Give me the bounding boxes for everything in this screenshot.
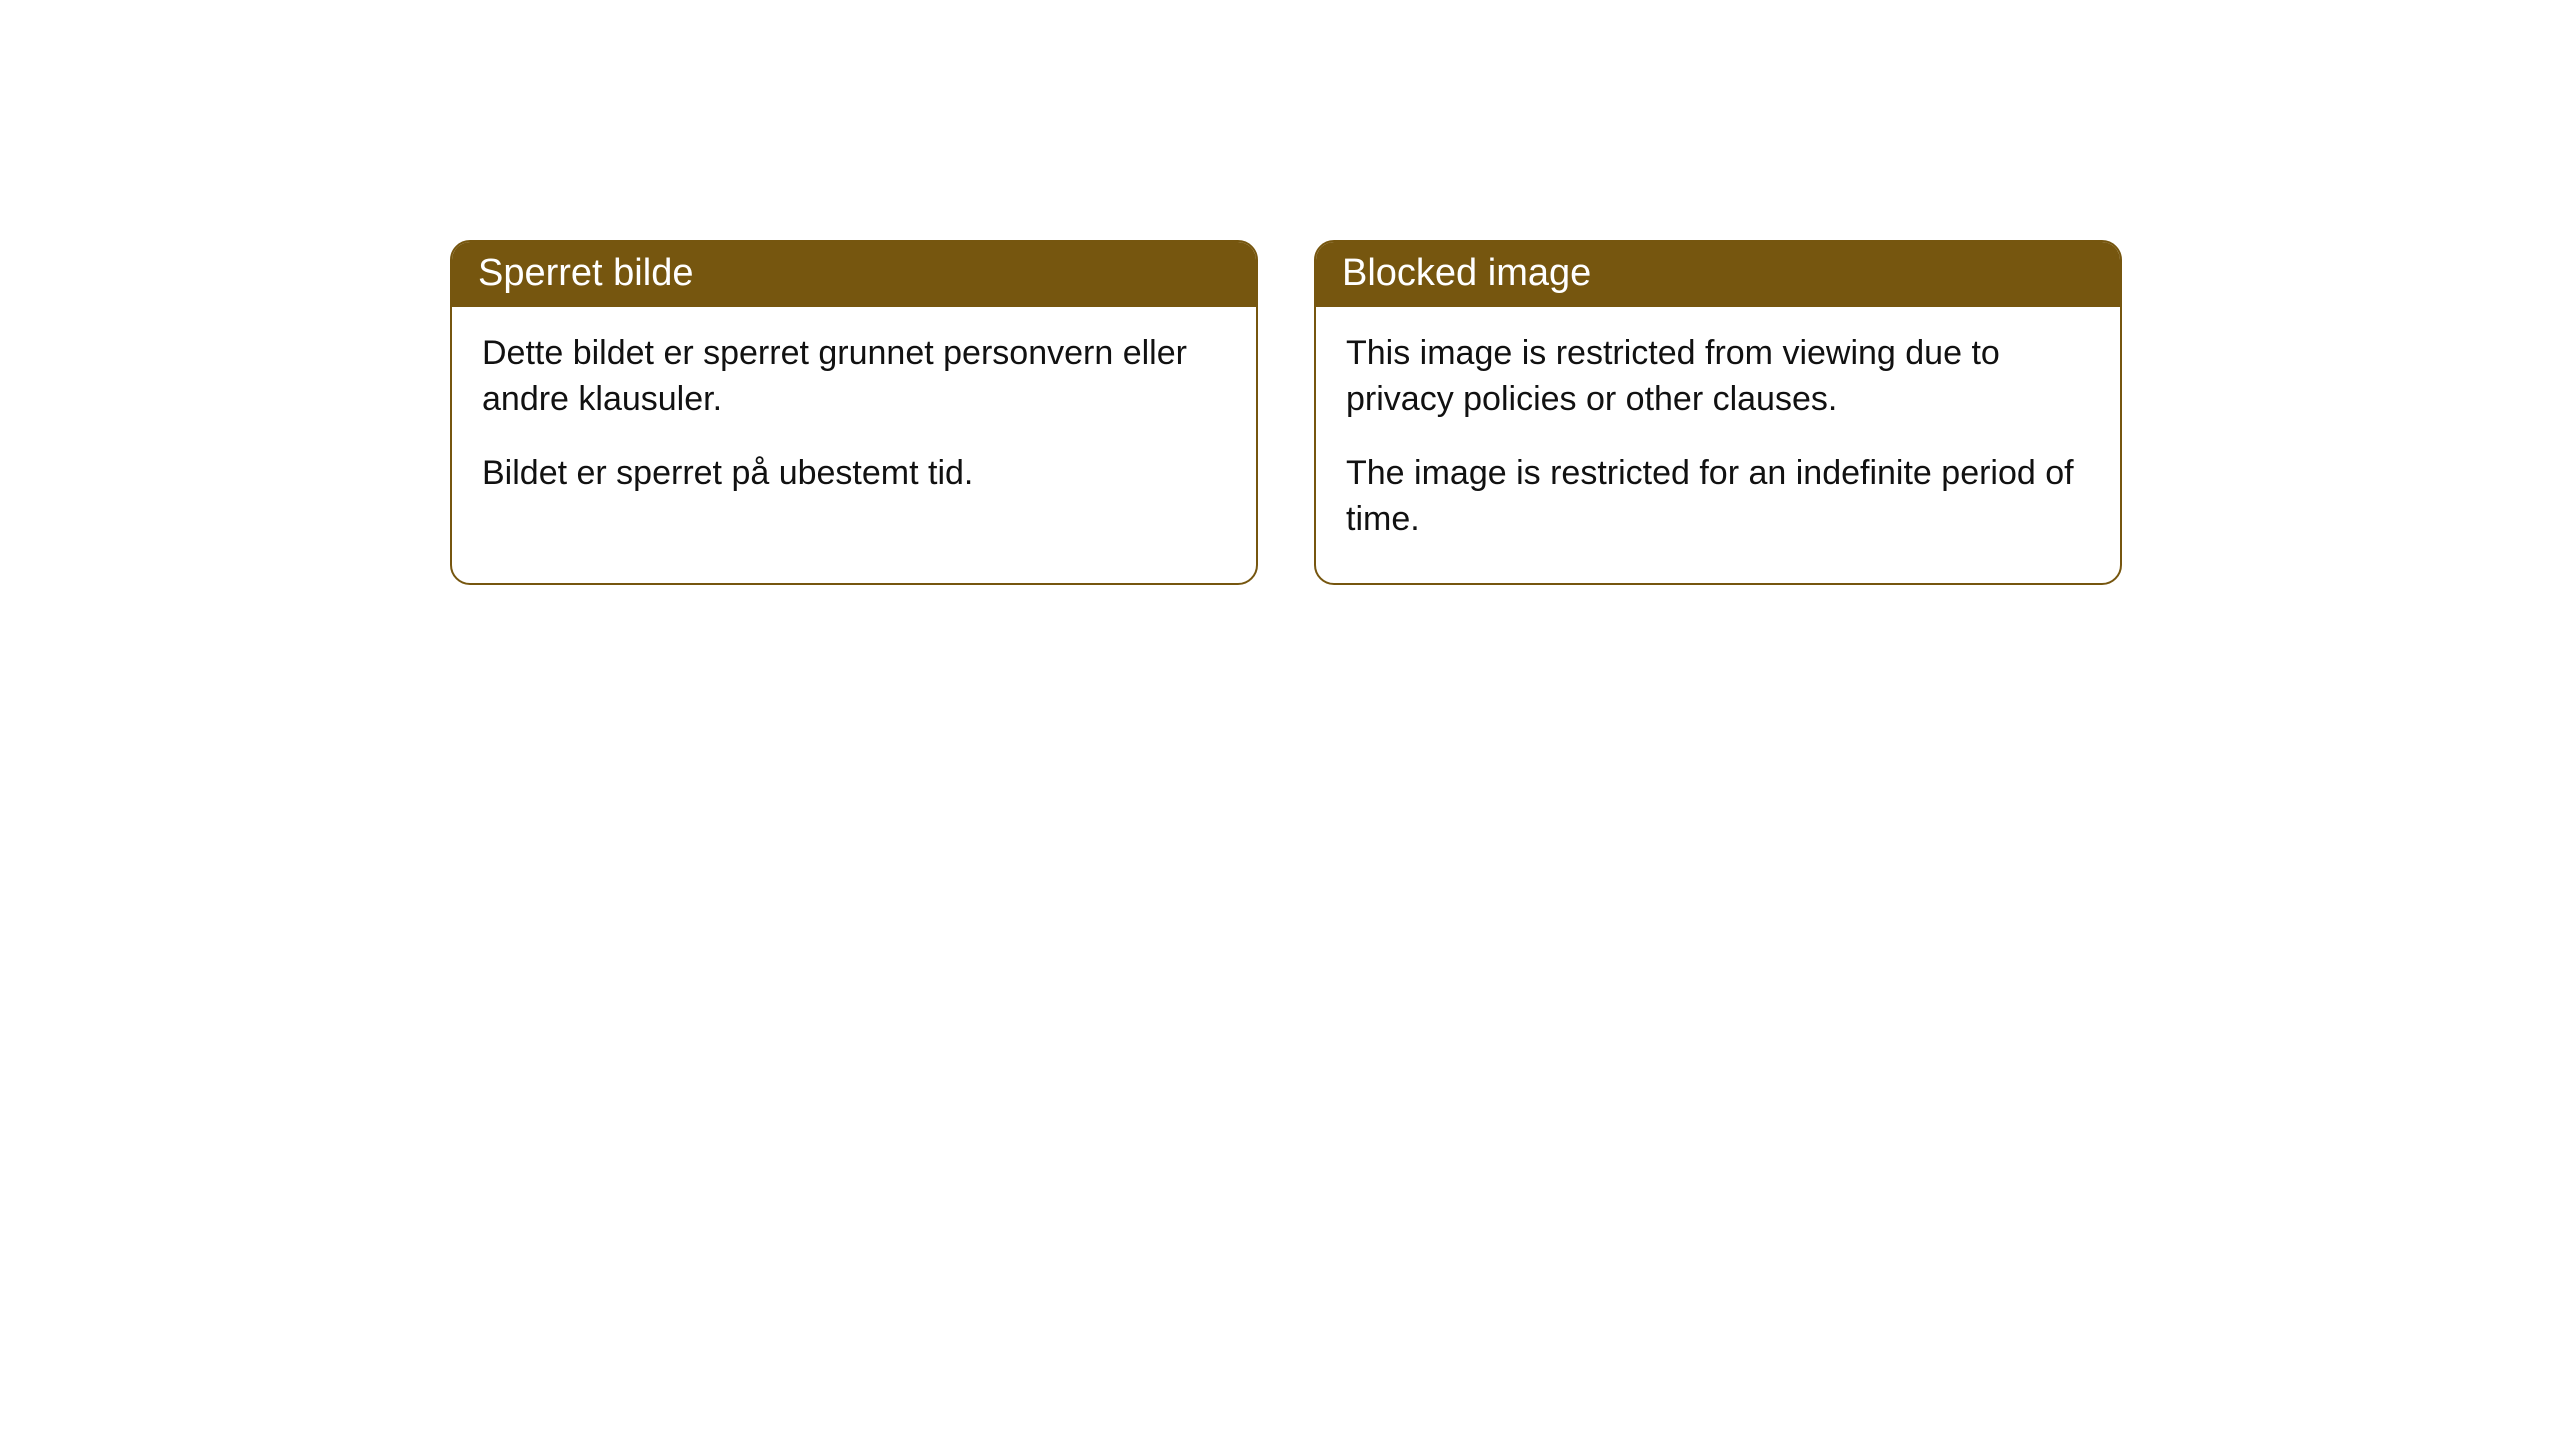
card-blocked-image: Blocked image This image is restricted f… [1314, 240, 2122, 585]
card-paragraph: Bildet er sperret på ubestemt tid. [482, 451, 1226, 497]
card-body-right: This image is restricted from viewing du… [1316, 307, 2120, 583]
card-paragraph: The image is restricted for an indefinit… [1346, 451, 2090, 543]
card-paragraph: Dette bildet er sperret grunnet personve… [482, 331, 1226, 423]
cards-container: Sperret bilde Dette bildet er sperret gr… [450, 240, 2122, 585]
card-header-right: Blocked image [1316, 242, 2120, 307]
card-paragraph: This image is restricted from viewing du… [1346, 331, 2090, 423]
card-body-left: Dette bildet er sperret grunnet personve… [452, 307, 1256, 537]
card-header-left: Sperret bilde [452, 242, 1256, 307]
card-sperret-bilde: Sperret bilde Dette bildet er sperret gr… [450, 240, 1258, 585]
